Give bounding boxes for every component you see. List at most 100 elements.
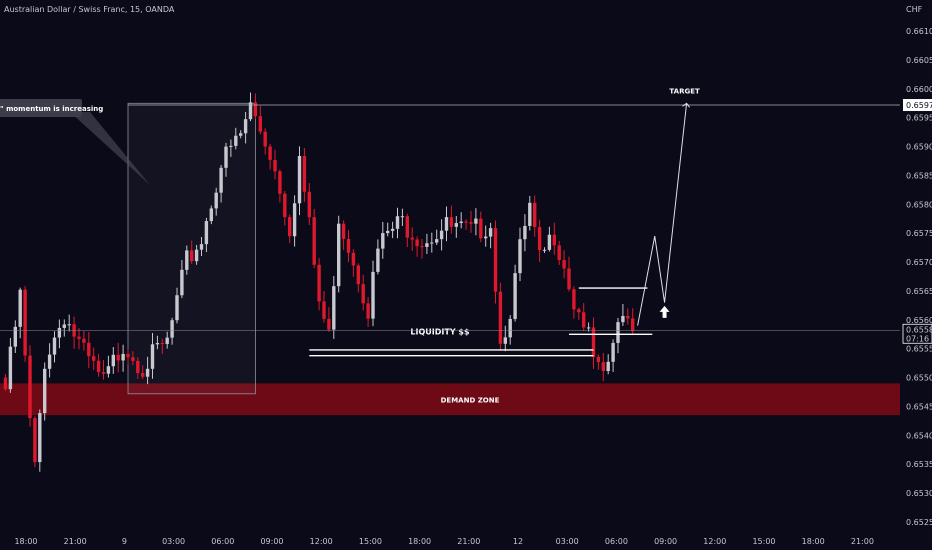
projection-path bbox=[637, 103, 688, 326]
candle-body bbox=[381, 233, 385, 249]
candle-body bbox=[33, 418, 37, 463]
candle-body bbox=[351, 252, 356, 266]
candle-body bbox=[234, 135, 238, 146]
candle-body bbox=[13, 326, 17, 347]
candle-body bbox=[386, 230, 390, 234]
candles bbox=[3, 92, 635, 472]
candle-body bbox=[410, 237, 414, 240]
candle-body bbox=[459, 221, 463, 224]
candle-body bbox=[356, 265, 360, 285]
candle-body bbox=[131, 357, 135, 361]
candle-body bbox=[601, 362, 605, 372]
candle-body bbox=[141, 372, 145, 377]
candle-body bbox=[165, 337, 169, 344]
countdown-value: 07:16 bbox=[906, 334, 929, 343]
candle-body bbox=[204, 221, 209, 245]
candle-body bbox=[542, 249, 547, 251]
candle-body bbox=[430, 242, 434, 244]
candle-body bbox=[498, 291, 503, 344]
candle-body bbox=[82, 338, 86, 343]
candle-body bbox=[523, 225, 527, 240]
candle-body bbox=[508, 318, 512, 338]
candle-body bbox=[185, 250, 189, 270]
candle-body bbox=[537, 227, 542, 251]
candle-body bbox=[503, 337, 507, 344]
x-tick-label: 21:00 bbox=[851, 537, 874, 546]
candle-body bbox=[18, 289, 22, 327]
candle-body bbox=[425, 243, 429, 247]
candle-body bbox=[312, 217, 316, 265]
candle-body bbox=[586, 327, 591, 329]
candle-body bbox=[297, 155, 302, 204]
x-tick-label: 18:00 bbox=[408, 537, 431, 546]
candle-body bbox=[302, 155, 307, 192]
candle-body bbox=[160, 343, 164, 345]
candle-body bbox=[376, 248, 380, 272]
candle-body bbox=[92, 356, 96, 361]
candle-body bbox=[341, 223, 346, 239]
x-tick-label: 06:00 bbox=[605, 537, 628, 546]
candle-body bbox=[484, 236, 488, 239]
candle-body bbox=[572, 289, 576, 310]
candle-body bbox=[8, 346, 13, 390]
candle-body bbox=[552, 234, 556, 246]
candle-body bbox=[606, 361, 610, 372]
candle-body bbox=[38, 413, 42, 463]
current-price-value: 0.65582 bbox=[906, 325, 932, 334]
candle-body bbox=[106, 366, 111, 374]
annotation-layer bbox=[0, 102, 900, 416]
demand-zone bbox=[0, 383, 900, 416]
candle-body bbox=[390, 228, 395, 231]
candle-body bbox=[405, 216, 409, 238]
time-axis[interactable]: 18:00 21:00 9 03:00 06:00 09:00 12:00 15:00 18:0… bbox=[14, 537, 873, 546]
candle-body bbox=[180, 269, 184, 296]
candle-body bbox=[444, 217, 449, 231]
candle-body bbox=[616, 322, 620, 343]
candle-body bbox=[77, 336, 81, 339]
candle-body bbox=[214, 192, 218, 209]
candle-body bbox=[317, 264, 321, 302]
candle-body bbox=[292, 203, 297, 237]
candle-body bbox=[327, 318, 331, 330]
candle-body bbox=[116, 354, 120, 361]
candle-body bbox=[229, 145, 233, 147]
candle-body bbox=[332, 286, 336, 330]
candle-body bbox=[278, 171, 282, 194]
candle-body bbox=[87, 342, 91, 357]
candle-body bbox=[591, 327, 596, 357]
candle-body bbox=[395, 216, 400, 229]
candle-body bbox=[479, 218, 483, 239]
candle-body bbox=[488, 228, 493, 237]
candle-body bbox=[155, 343, 160, 345]
candle-body bbox=[577, 309, 581, 313]
candle-body bbox=[52, 337, 57, 355]
candle-body bbox=[557, 245, 561, 260]
candle-body bbox=[469, 222, 473, 224]
x-tick-label: 9 bbox=[122, 537, 127, 546]
candle-body bbox=[621, 315, 625, 323]
candle-body bbox=[57, 327, 62, 338]
candle-body bbox=[533, 202, 537, 228]
candle-body bbox=[126, 353, 130, 358]
candle-body bbox=[23, 289, 27, 356]
candle-body bbox=[567, 268, 571, 290]
candle-body bbox=[253, 102, 258, 117]
symbol-title: Australian Dollar / Swiss Franc, 15, OAN… bbox=[4, 5, 175, 14]
candle-body bbox=[101, 372, 106, 374]
candle-body bbox=[283, 193, 287, 218]
target-price-value: 0.65972 bbox=[906, 101, 932, 110]
candle-body bbox=[400, 216, 405, 218]
candle-body bbox=[121, 353, 125, 361]
candle-body bbox=[518, 239, 522, 274]
